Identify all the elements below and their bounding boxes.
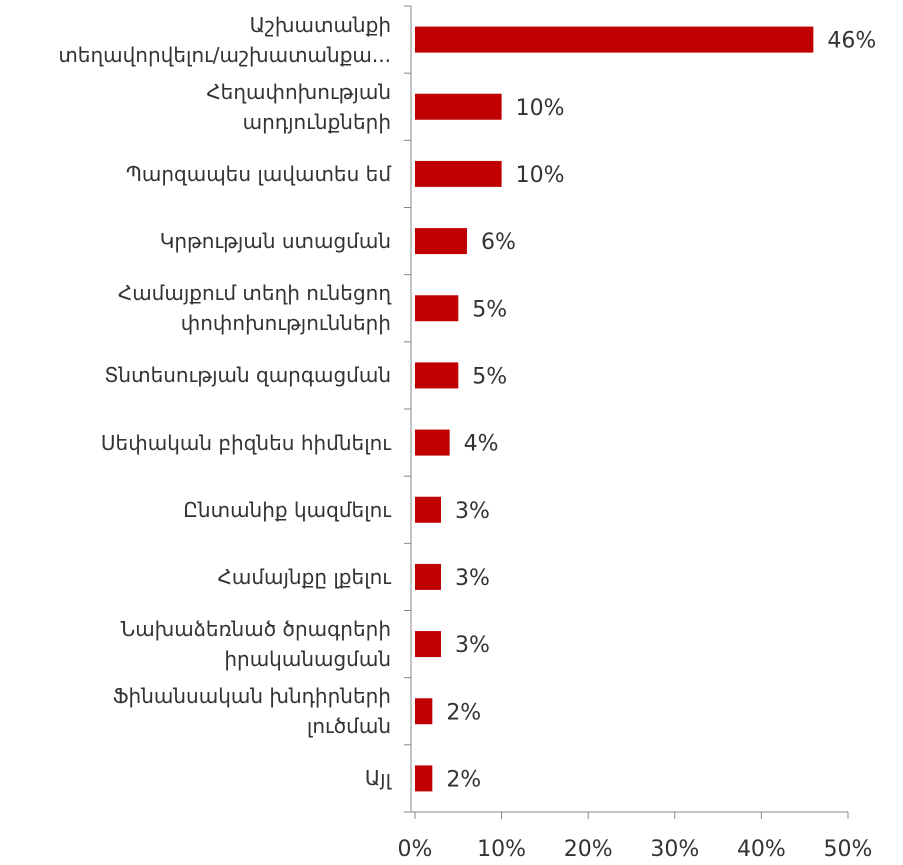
category-label: Ընտանիք կազմելու [183, 497, 391, 522]
x-tick-label: 0% [398, 837, 433, 862]
bar [415, 765, 433, 792]
value-label: 46% [827, 29, 876, 54]
value-label: 2% [446, 700, 481, 725]
bar [415, 631, 441, 658]
value-label: 6% [481, 230, 516, 255]
bar [415, 698, 433, 725]
x-tick-label: 20% [564, 837, 613, 862]
bar [415, 160, 502, 187]
category-label: Սեփական բիզնես հիմնելու [100, 430, 391, 455]
bar [415, 362, 459, 389]
category-label: Կրթության ստացման [159, 229, 391, 254]
category-label: Ֆինանսական խնդիրների լուծման [112, 684, 391, 739]
category-label: Տնտեսության զարգացման [104, 363, 391, 388]
value-label: 3% [455, 633, 490, 658]
value-label: 2% [446, 767, 481, 792]
value-label: 10% [516, 163, 565, 188]
category-label: Աշխատանքի տեղավորվելու/աշխատանքա... [58, 12, 391, 67]
bar [415, 295, 459, 322]
bar [415, 26, 814, 53]
category-label: Համայնքը լքելու [217, 564, 391, 589]
x-tick-label: 10% [477, 837, 526, 862]
x-tick-label: 40% [737, 837, 786, 862]
value-label: 4% [464, 432, 499, 457]
category-label: Համայքում տեղի ունեցող փոփոխությունների [117, 281, 391, 336]
category-label: Պարզապես լավատես եմ [125, 161, 391, 186]
value-label: 3% [455, 566, 490, 591]
category-label: Այլ [364, 766, 391, 791]
bar [415, 496, 441, 523]
category-label: Նախաձեռնած ծրագրերի իրականացման [120, 617, 391, 672]
x-tick-label: 30% [650, 837, 699, 862]
category-label: Հեղափոխության արդյունքների [206, 79, 391, 134]
bar [415, 228, 467, 255]
value-label: 10% [516, 96, 565, 121]
x-tick-label: 50% [824, 837, 873, 862]
value-label: 3% [455, 499, 490, 524]
value-label: 5% [472, 297, 507, 322]
bar [415, 93, 502, 120]
bar [415, 563, 441, 590]
bar [415, 429, 450, 456]
value-label: 5% [472, 364, 507, 389]
